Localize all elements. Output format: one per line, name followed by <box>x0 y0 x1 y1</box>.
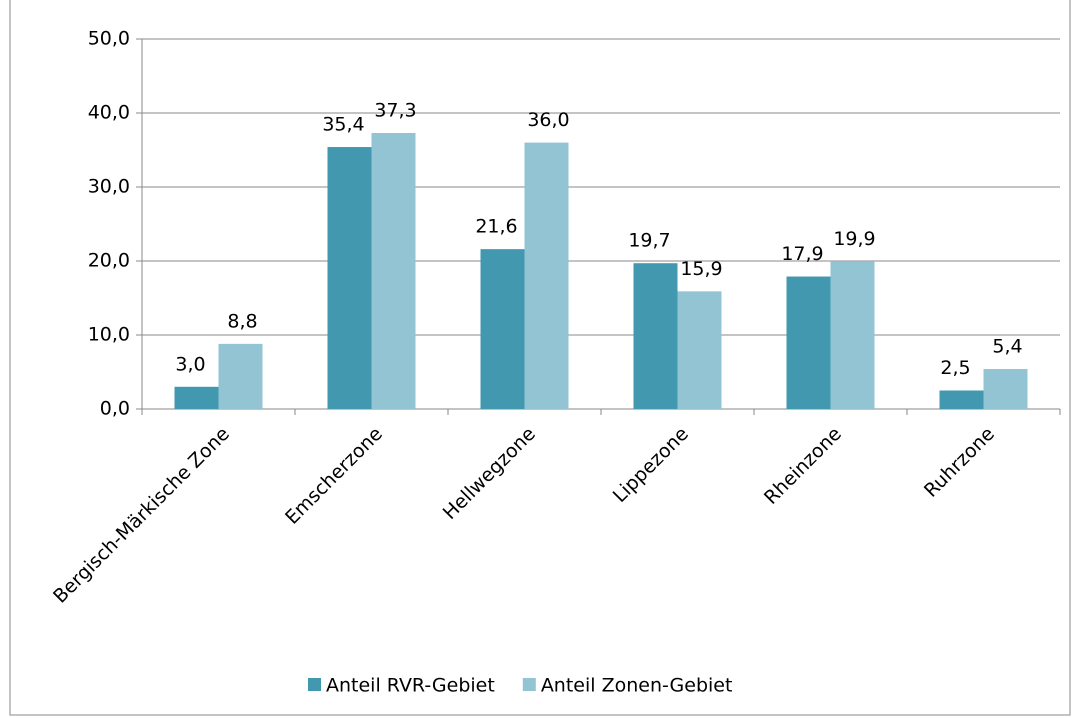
x-tick-label: Hellwegzone <box>439 423 540 524</box>
value-label: 19,9 <box>833 228 875 250</box>
x-tick-label: Rheinzone <box>760 423 846 509</box>
y-tick-label: 20,0 <box>88 250 130 272</box>
x-tick-label: Lippezone <box>609 423 693 507</box>
bar <box>371 132 416 410</box>
x-tick-label: Bergisch-Märkische Zone <box>49 423 234 608</box>
value-label: 15,9 <box>680 258 722 280</box>
bar <box>786 276 831 409</box>
y-tick-label: 40,0 <box>88 102 130 124</box>
value-label: 8,8 <box>227 310 257 332</box>
value-label: 37,3 <box>374 99 416 121</box>
value-label: 5,4 <box>992 336 1022 358</box>
y-tick-label: 30,0 <box>88 176 130 198</box>
value-label: 17,9 <box>781 243 823 265</box>
bar <box>174 386 219 409</box>
bar <box>480 249 525 409</box>
legend-label: Anteil Zonen-Gebiet <box>541 675 733 697</box>
value-label: 2,5 <box>940 357 970 379</box>
bar <box>524 142 569 409</box>
bar <box>983 369 1028 409</box>
x-tick-label: Ruhrzone <box>920 423 999 502</box>
y-tick-label: 50,0 <box>88 28 130 50</box>
bar <box>677 291 722 409</box>
legend-label: Anteil RVR-Gebiet <box>326 675 495 697</box>
value-label: 35,4 <box>322 114 364 136</box>
bar <box>218 343 263 409</box>
chart-frame <box>9 0 1071 716</box>
y-tick-label: 0,0 <box>100 398 130 420</box>
bar <box>327 147 372 410</box>
bar <box>830 261 875 409</box>
legend-swatch <box>522 678 536 691</box>
value-label: 21,6 <box>475 216 517 238</box>
x-tick-label: Emscherzone <box>281 423 387 529</box>
value-label: 19,7 <box>628 230 670 252</box>
legend-swatch <box>308 678 321 691</box>
value-label: 3,0 <box>175 353 205 375</box>
value-label: 36,0 <box>527 109 569 131</box>
bar <box>939 390 984 409</box>
y-tick-label: 10,0 <box>88 324 130 346</box>
bar <box>633 263 678 409</box>
